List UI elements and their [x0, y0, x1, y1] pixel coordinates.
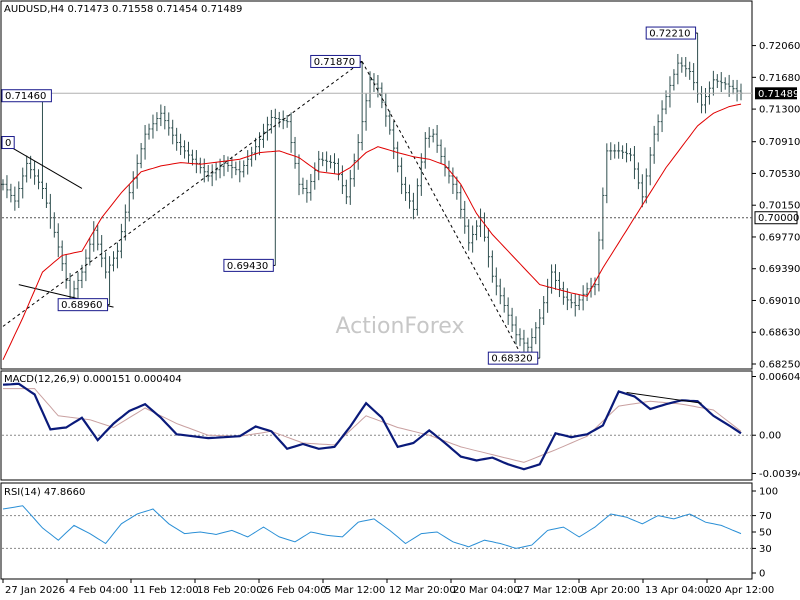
x-tick-label: 20 Mar 04:00 — [453, 585, 520, 596]
rsi-y-tick-label: 50 — [759, 528, 772, 539]
callout-label: 0.72210 — [649, 29, 690, 40]
callout-label: 0 — [5, 138, 11, 149]
rsi-line — [2, 505, 742, 549]
price-bars — [1, 33, 743, 359]
rsi-panel-frame — [0, 482, 753, 580]
callout-box — [223, 258, 274, 272]
moving-average — [2, 103, 742, 361]
price-y-axis: 0.72060 0.71680 0.71300 0.70910 0.70530 0.701… — [752, 41, 800, 371]
callout-label: 0.68960 — [61, 300, 102, 311]
price-y-tick-label: 0.70910 — [759, 137, 800, 148]
price-levels: 0.70000 0.71489 — [2, 87, 799, 225]
rsi-y-tick-label: 100 — [759, 487, 778, 498]
macd-y-tick-label: 0.00 — [759, 431, 781, 442]
rsi-y-axis: 100 70 50 30 0 — [2, 487, 778, 580]
reference-level-tag — [754, 211, 798, 225]
x-tick-label: 4 Feb 04:00 — [69, 585, 128, 596]
macd-signal-line — [3, 388, 742, 463]
x-tick-label: 20 Apr 12:00 — [709, 585, 774, 596]
trendline — [361, 61, 525, 361]
callout-box — [487, 351, 539, 365]
x-tick-label: 5 Mar 12:00 — [325, 585, 385, 596]
price-y-tick-label: 0.70150 — [759, 201, 800, 212]
macd-y-axis: 0.006048 0.00 -0.00394 — [2, 372, 800, 480]
x-tick-label: 3 Apr 20:00 — [581, 585, 640, 596]
rsi-y-tick-label: 70 — [759, 511, 772, 522]
rsi-y-tick-label: 0 — [759, 569, 765, 580]
rsi-title: RSI(14) 47.8660 — [4, 487, 85, 498]
trendline — [2, 61, 363, 327]
current-price-label: 0.71489 — [758, 89, 799, 100]
callout-box — [1, 136, 15, 150]
x-tick-label: 18 Feb 20:00 — [197, 585, 263, 596]
reference-level-label: 0.70000 — [758, 213, 799, 224]
x-tick-label: 12 Mar 20:00 — [389, 585, 456, 596]
price-y-tick-label: 0.72060 — [759, 41, 800, 52]
price-y-tick-label: 0.71300 — [759, 105, 800, 116]
callout-label: 0.71460 — [5, 91, 46, 102]
callout-box — [1, 89, 52, 103]
x-tick-label: 13 Apr 04:00 — [645, 585, 710, 596]
price-title: AUDUSD,H4 0.71473 0.71558 0.71454 0.7148… — [4, 4, 242, 15]
price-y-tick-label: 0.69770 — [759, 232, 800, 243]
watermark: ActionForex — [336, 314, 465, 339]
price-callouts: 0.71460 0.68960 0.71870 0.69430 0.68320 0.722… — [1, 26, 698, 365]
callout-box — [57, 298, 109, 312]
current-price-tag — [755, 87, 797, 100]
x-tick-label: 26 Feb 04:00 — [261, 585, 327, 596]
moving-average-line — [2, 103, 742, 361]
price-y-tick-label: 0.68630 — [759, 328, 800, 339]
callout-label: 0.69430 — [227, 261, 268, 272]
macd-panel-frame — [0, 370, 753, 481]
macd-y-tick-label: -0.00394 — [759, 469, 800, 480]
callout-label: 0.71870 — [314, 57, 355, 68]
trendline — [2, 142, 83, 189]
price-y-tick-label: 0.68250 — [759, 360, 800, 371]
callout-box — [645, 26, 697, 40]
price-y-tick-label: 0.70530 — [759, 169, 800, 180]
macd-title: MACD(12,26,9) 0.000151 0.000404 — [4, 374, 182, 385]
macd-main-line — [2, 382, 742, 471]
x-tick-label: 27 Mar 12:00 — [517, 585, 584, 596]
macd-y-tick-label: 0.006048 — [759, 372, 800, 383]
price-y-tick-label: 0.69010 — [759, 296, 800, 307]
callout-box — [310, 54, 361, 68]
rsi-y-tick-label: 30 — [759, 544, 772, 555]
callout-label: 0.68320 — [491, 354, 532, 365]
rsi-lines — [2, 505, 742, 549]
macd-divergence-line — [626, 392, 702, 404]
price-y-tick-label: 0.69390 — [759, 264, 800, 275]
trendlines — [2, 61, 525, 361]
price-panel-frame — [0, 0, 753, 370]
x-tick-label: 27 Jan 2026 — [5, 585, 65, 596]
macd-lines — [2, 382, 742, 471]
x-tick-label: 11 Feb 12:00 — [133, 585, 199, 596]
price-y-tick-label: 0.71680 — [759, 73, 800, 84]
